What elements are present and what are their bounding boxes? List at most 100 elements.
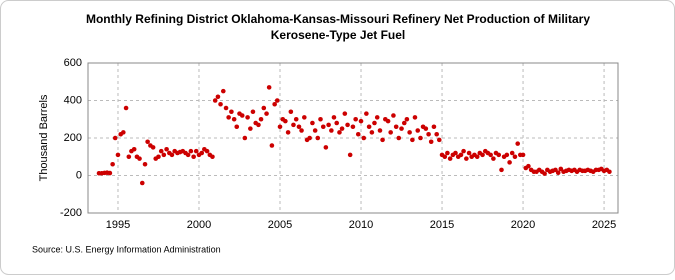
- point: [393, 124, 399, 130]
- source-note: Source: U.S. Energy Information Administ…: [32, 244, 221, 254]
- x-tick-label: 1995: [106, 219, 130, 231]
- point: [272, 101, 277, 107]
- point: [156, 154, 161, 160]
- y-axis-label: Thousand Barrels: [38, 94, 50, 181]
- point: [491, 156, 496, 161]
- point: [310, 120, 315, 126]
- chart-title: Kerosene-Type Jet Fuel: [271, 28, 405, 42]
- point: [142, 161, 148, 167]
- point: [126, 154, 132, 160]
- point: [188, 148, 194, 154]
- point: [428, 139, 434, 145]
- point: [396, 135, 402, 141]
- point: [509, 150, 515, 156]
- point: [388, 130, 393, 135]
- point: [380, 137, 385, 143]
- point: [401, 120, 407, 126]
- point: [312, 128, 318, 133]
- point: [407, 130, 412, 135]
- x-tick-label: 2015: [430, 219, 454, 231]
- point: [285, 130, 291, 135]
- point: [334, 120, 340, 126]
- point: [434, 131, 439, 137]
- point: [318, 116, 323, 122]
- point: [337, 130, 342, 135]
- point: [347, 152, 353, 158]
- point: [458, 152, 464, 158]
- point: [391, 113, 396, 118]
- point: [607, 169, 612, 175]
- point: [415, 128, 421, 133]
- point: [323, 145, 329, 150]
- point: [480, 152, 485, 158]
- point: [342, 111, 348, 116]
- point: [299, 128, 304, 133]
- point: [150, 145, 156, 150]
- point: [277, 124, 283, 130]
- point: [220, 88, 226, 94]
- point: [466, 150, 472, 156]
- y-tick-label: 400: [64, 94, 82, 106]
- point: [436, 137, 442, 143]
- chart-title: Monthly Refining District Oklahoma-Kansa…: [86, 12, 590, 26]
- point: [204, 148, 210, 154]
- point: [293, 116, 299, 122]
- point: [274, 98, 280, 103]
- point: [164, 146, 169, 152]
- point: [474, 154, 480, 160]
- point: [555, 170, 561, 175]
- point: [242, 135, 248, 141]
- point: [372, 120, 377, 126]
- point: [199, 150, 205, 156]
- point: [442, 154, 448, 160]
- point: [526, 163, 531, 169]
- point: [464, 156, 469, 161]
- point: [115, 152, 121, 158]
- point: [358, 118, 364, 124]
- point: [261, 105, 267, 111]
- point: [185, 152, 191, 158]
- point: [191, 154, 196, 160]
- point: [158, 148, 164, 154]
- point: [266, 85, 272, 90]
- point: [245, 115, 250, 120]
- point: [355, 131, 361, 137]
- point: [404, 116, 410, 122]
- point: [123, 105, 129, 111]
- point: [385, 118, 391, 124]
- point: [288, 109, 294, 115]
- point: [283, 118, 288, 124]
- point: [499, 167, 504, 173]
- point: [256, 122, 261, 128]
- point: [353, 116, 358, 122]
- point: [110, 161, 115, 167]
- point: [364, 111, 369, 116]
- point: [515, 141, 521, 146]
- point: [223, 105, 229, 111]
- point: [169, 152, 175, 158]
- y-tick-label: -200: [60, 207, 82, 219]
- point: [445, 150, 450, 156]
- point: [553, 167, 558, 173]
- point: [418, 135, 423, 141]
- point: [447, 156, 453, 161]
- point: [369, 130, 375, 135]
- point: [269, 143, 275, 148]
- point: [326, 122, 331, 128]
- point: [131, 146, 137, 152]
- point: [218, 101, 223, 107]
- point: [345, 122, 350, 128]
- point: [212, 98, 218, 103]
- point: [520, 152, 526, 158]
- point: [248, 126, 253, 131]
- x-tick-label: 2025: [592, 219, 616, 231]
- point: [107, 170, 113, 176]
- point: [296, 124, 302, 130]
- point: [193, 148, 199, 154]
- x-tick-label: 2010: [349, 219, 373, 231]
- point: [264, 111, 269, 116]
- point: [399, 126, 404, 131]
- point: [504, 152, 510, 158]
- point: [226, 115, 231, 120]
